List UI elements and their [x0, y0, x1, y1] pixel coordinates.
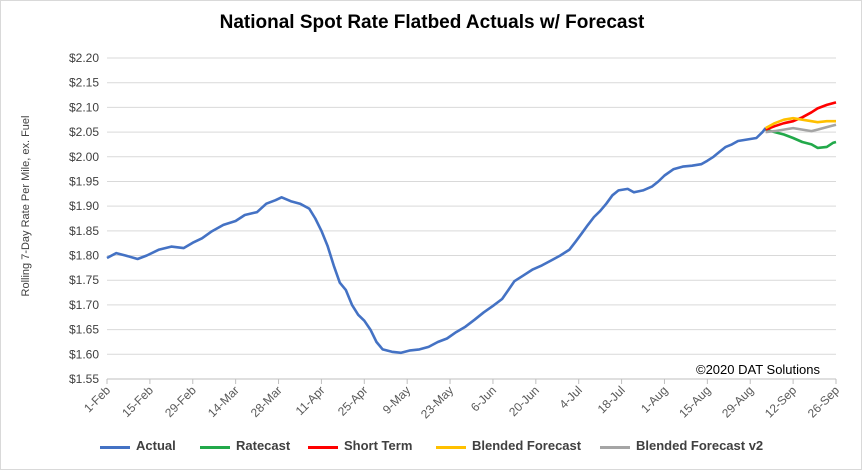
legend-label-ratecast: Ratecast [236, 438, 291, 453]
y-tick-label: $2.10 [69, 100, 99, 114]
x-tick-label: 12-Sep [762, 383, 799, 420]
y-tick-label: $1.70 [69, 298, 99, 312]
y-tick-label: $1.60 [69, 347, 99, 361]
legend-label-blended-forecast-v2: Blended Forecast v2 [636, 438, 764, 453]
x-tick-label: 1-Aug [638, 383, 671, 416]
x-tick-label: 25-Apr [335, 383, 370, 418]
x-tick-label: 28-Mar [248, 383, 285, 420]
x-tick-label: 29-Feb [162, 383, 199, 420]
x-tick-label: 14-Mar [205, 383, 242, 420]
legend-label-actual: Actual [136, 438, 176, 453]
y-tick-label: $1.55 [69, 372, 99, 386]
x-tick-label: 6-Jun [468, 383, 499, 414]
y-tick-label: $2.15 [69, 76, 99, 90]
x-tick-label: 29-Aug [719, 383, 756, 420]
x-tick-label: 26-Sep [805, 383, 842, 420]
x-tick-label: 9-May [380, 383, 413, 416]
y-tick-label: $2.05 [69, 125, 99, 139]
y-tick-label: $1.75 [69, 273, 99, 287]
series-line-blended-forecast [764, 116, 836, 130]
series-line-actual [106, 127, 767, 355]
y-tick-label: $1.95 [69, 174, 99, 188]
y-tick-label: $1.65 [69, 323, 99, 337]
x-tick-label: 15-Aug [676, 383, 713, 420]
x-tick-label: 1-Feb [81, 383, 113, 415]
y-tick-label: $1.90 [69, 199, 99, 213]
legend-swatch-ratecast [200, 446, 230, 449]
legend-label-short-term: Short Term [344, 438, 413, 453]
legend-swatch-blended-forecast-v2 [600, 446, 630, 449]
legend-swatch-actual [100, 446, 130, 449]
x-tick-label: 20-Jun [506, 383, 542, 419]
y-tick-label: $2.20 [69, 51, 99, 65]
x-tick-label: 23-May [418, 383, 456, 421]
series-line-short-term [765, 101, 837, 131]
copyright-annotation: ©2020 DAT Solutions [696, 362, 821, 377]
y-tick-label: $1.85 [69, 224, 99, 238]
series-line-blended-forecast-v2 [765, 123, 837, 134]
legend-label-blended-forecast: Blended Forecast [472, 438, 582, 453]
y-tick-label: $2.00 [69, 150, 99, 164]
x-tick-label: 11-Apr [293, 383, 328, 418]
legend-swatch-blended-forecast [436, 446, 466, 449]
x-tick-label: 4-Jul [557, 383, 585, 411]
series-line-ratecast [765, 128, 837, 150]
chart-title: National Spot Rate Flatbed Actuals w/ Fo… [219, 12, 645, 33]
x-tick-label: 18-Jul [595, 383, 628, 416]
x-tick-label: 15-Feb [119, 383, 156, 420]
y-tick-label: $1.80 [69, 249, 99, 263]
legend-swatch-short-term [308, 446, 338, 449]
